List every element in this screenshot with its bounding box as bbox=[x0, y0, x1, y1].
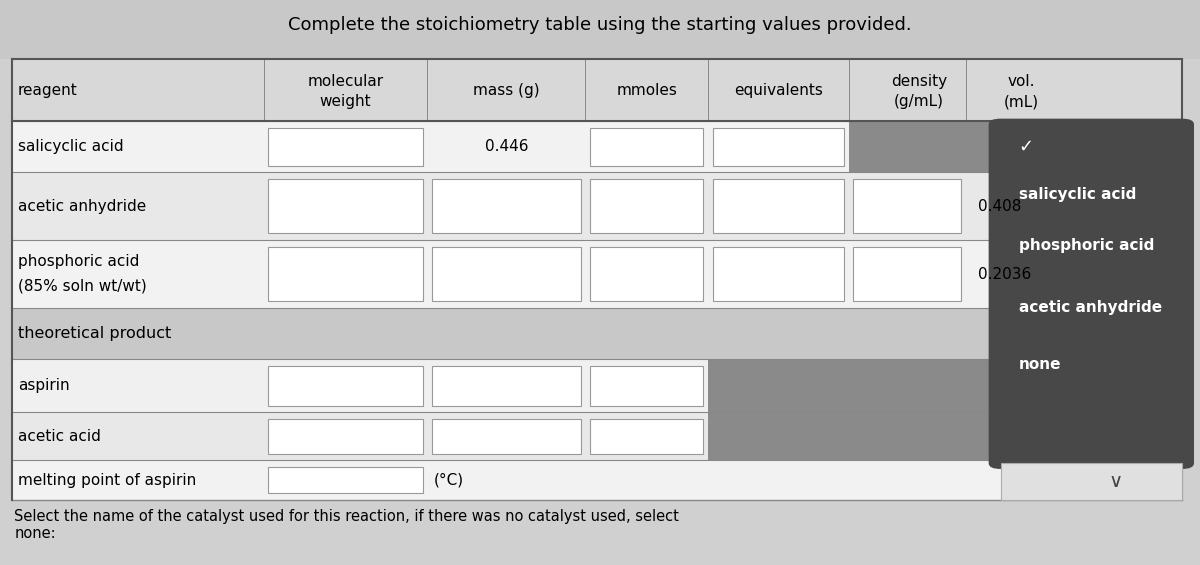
Bar bbox=[848, 359, 966, 412]
Text: reagent: reagent bbox=[18, 83, 78, 98]
Text: melting point of aspirin: melting point of aspirin bbox=[18, 473, 197, 488]
Bar bbox=[966, 359, 1066, 412]
Bar bbox=[966, 121, 1066, 172]
Text: (mL): (mL) bbox=[1003, 94, 1039, 109]
Bar bbox=[269, 247, 422, 301]
Bar bbox=[12, 240, 1182, 308]
Text: Complete the stoichiometry table using the starting values provided.: Complete the stoichiometry table using t… bbox=[288, 16, 912, 34]
Text: acetic anhydride: acetic anhydride bbox=[1019, 301, 1162, 315]
FancyBboxPatch shape bbox=[989, 119, 1194, 469]
Text: mass (g): mass (g) bbox=[473, 83, 540, 98]
Bar bbox=[590, 128, 703, 166]
Bar bbox=[12, 460, 1182, 500]
Text: 0.446: 0.446 bbox=[485, 140, 528, 154]
Text: aspirin: aspirin bbox=[18, 378, 70, 393]
Bar bbox=[269, 419, 422, 454]
Text: 0.408: 0.408 bbox=[978, 199, 1021, 214]
Text: weight: weight bbox=[319, 94, 371, 109]
Bar bbox=[269, 179, 422, 233]
Text: phosphoric acid: phosphoric acid bbox=[1019, 238, 1154, 253]
Text: acetic anhydride: acetic anhydride bbox=[18, 199, 146, 214]
Bar bbox=[966, 412, 1066, 460]
Bar bbox=[0, 59, 1200, 565]
Bar bbox=[12, 59, 1182, 121]
Bar bbox=[590, 419, 703, 454]
Bar bbox=[12, 412, 1182, 460]
Bar bbox=[12, 121, 1182, 172]
Bar bbox=[0, 0, 1200, 59]
Bar bbox=[269, 128, 422, 166]
Text: theoretical product: theoretical product bbox=[18, 326, 172, 341]
Bar bbox=[853, 179, 961, 233]
Text: mmoles: mmoles bbox=[617, 83, 677, 98]
Bar bbox=[848, 412, 966, 460]
Text: molecular: molecular bbox=[307, 75, 384, 89]
Text: (g/mL): (g/mL) bbox=[894, 94, 944, 109]
Bar bbox=[590, 247, 703, 301]
Text: Select the name of the catalyst used for this reaction, if there was no catalyst: Select the name of the catalyst used for… bbox=[14, 508, 679, 541]
Bar bbox=[853, 247, 961, 301]
Text: vol.: vol. bbox=[1008, 75, 1036, 89]
Text: equivalents: equivalents bbox=[734, 83, 823, 98]
Bar bbox=[708, 359, 848, 412]
Bar bbox=[12, 172, 1182, 240]
Bar bbox=[432, 419, 581, 454]
Bar bbox=[1001, 463, 1182, 500]
Bar bbox=[590, 366, 703, 406]
Bar bbox=[848, 121, 966, 172]
Bar bbox=[269, 467, 422, 493]
Text: none: none bbox=[1019, 357, 1061, 372]
Bar bbox=[12, 359, 1182, 412]
Text: 0.2036: 0.2036 bbox=[978, 267, 1031, 281]
Text: ✓: ✓ bbox=[1019, 138, 1033, 156]
Bar bbox=[713, 247, 844, 301]
Text: (°C): (°C) bbox=[433, 473, 463, 488]
Bar bbox=[432, 366, 581, 406]
Text: acetic acid: acetic acid bbox=[18, 429, 101, 444]
Bar bbox=[12, 308, 1182, 359]
Text: ∨: ∨ bbox=[1108, 472, 1122, 491]
Text: (85% soln wt/wt): (85% soln wt/wt) bbox=[18, 279, 146, 294]
Bar bbox=[432, 247, 581, 301]
Text: salicyclic acid: salicyclic acid bbox=[18, 140, 124, 154]
Bar bbox=[713, 179, 844, 233]
Bar bbox=[708, 412, 848, 460]
Text: density: density bbox=[890, 75, 947, 89]
Bar bbox=[713, 128, 844, 166]
Bar bbox=[269, 366, 422, 406]
Text: salicyclic acid: salicyclic acid bbox=[1019, 188, 1136, 202]
Text: phosphoric acid: phosphoric acid bbox=[18, 254, 139, 269]
Bar bbox=[432, 179, 581, 233]
Bar bbox=[590, 179, 703, 233]
